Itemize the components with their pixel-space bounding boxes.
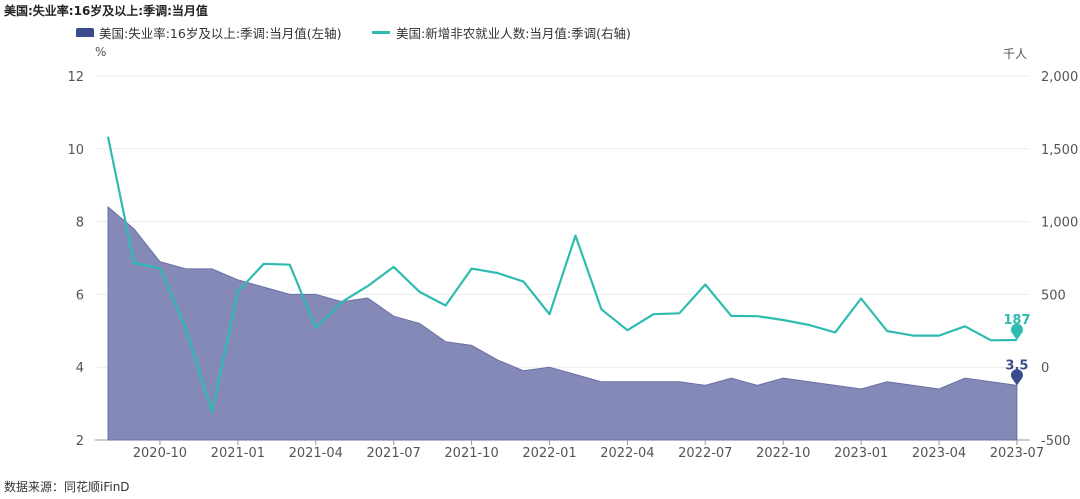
x-tick-label: 2021-04 <box>289 446 343 461</box>
legend-label-unemployment: 美国:失业率:16岁及以上:季调:当月值(左轴) <box>99 26 342 41</box>
x-tick-label: 2023-04 <box>912 446 966 461</box>
left-axis-unit: % <box>95 45 107 59</box>
y-right-tick-label: 2,000 <box>1041 70 1078 85</box>
y-left-tick-label: 6 <box>76 288 84 303</box>
y-right-tick-label: 0 <box>1041 361 1049 376</box>
legend-swatch-line-icon <box>372 31 390 34</box>
legend-item-unemployment[interactable]: 美国:失业率:16岁及以上:季调:当月值(左轴) <box>76 23 342 42</box>
right-axis-unit: 千人 <box>1003 47 1028 61</box>
last-value-label-payrolls: 187 <box>1003 313 1030 328</box>
y-right-tick-label: 1,500 <box>1041 143 1078 158</box>
legend-item-payrolls[interactable]: 美国:新增非农就业人数:当月值:季调(右轴) <box>372 23 631 42</box>
data-source: 数据来源：同花顺iFinD <box>4 480 130 494</box>
last-value-label-unemployment: 3.5 <box>1005 358 1028 373</box>
x-tick-label: 2021-01 <box>211 446 265 461</box>
legend-swatch-area-icon <box>76 28 94 37</box>
x-tick-label: 2023-07 <box>990 446 1044 461</box>
x-tick-label: 2020-10 <box>133 446 187 461</box>
y-left-tick-label: 10 <box>67 143 84 158</box>
x-tick-label: 2021-10 <box>444 446 498 461</box>
last-value-pin-icon <box>1010 369 1023 386</box>
y-left-tick-label: 4 <box>76 361 84 376</box>
x-tick-label: 2022-07 <box>678 446 732 461</box>
y-right-tick-label: 1,000 <box>1041 216 1078 231</box>
y-left-tick-label: 12 <box>67 70 84 85</box>
last-value-pin-icon <box>1010 323 1023 340</box>
x-tick-label: 2022-01 <box>522 446 576 461</box>
y-right-tick-label: 500 <box>1041 288 1066 303</box>
series-payrolls-line <box>106 136 1017 413</box>
x-tick-label: 2022-04 <box>600 446 654 461</box>
legend-label-payrolls: 美国:新增非农就业人数:当月值:季调(右轴) <box>396 26 631 41</box>
x-tick-label: 2023-01 <box>834 446 888 461</box>
y-left-tick-label: 2 <box>76 434 84 449</box>
x-tick-label: 2022-10 <box>756 446 810 461</box>
y-left-tick-label: 8 <box>76 216 84 231</box>
y-right-tick-label: -500 <box>1041 434 1071 449</box>
chart-title: 美国:失业率:16岁及以上:季调:当月值 <box>4 4 208 18</box>
x-tick-label: 2021-07 <box>367 446 421 461</box>
